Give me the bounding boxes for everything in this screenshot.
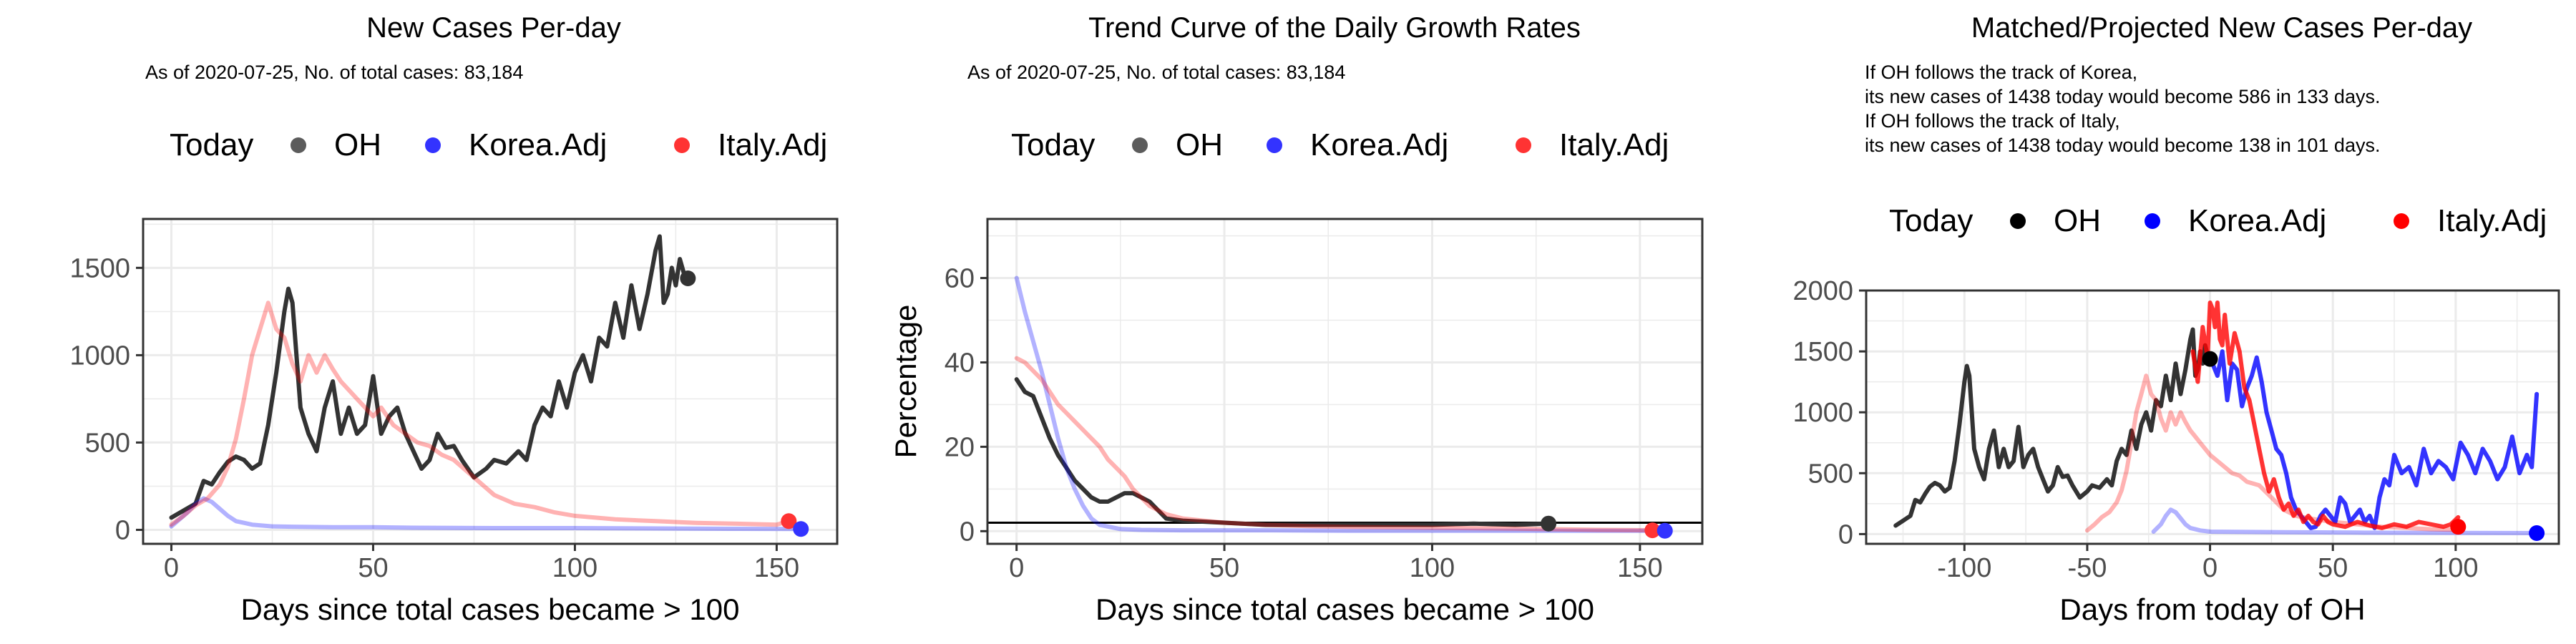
- today-point-oh: [680, 270, 696, 286]
- series-line-oh: [169, 234, 691, 520]
- series-line-oh: [1893, 327, 2212, 528]
- chart-subtitle: As of 2020-07-25, No. of total cases: 83…: [145, 62, 523, 83]
- today-point-italy-adj: [2450, 519, 2467, 535]
- chart-subtitle: As of 2020-07-25, No. of total cases: 83…: [967, 62, 1345, 83]
- series-line-italy-adj: [1014, 356, 1655, 533]
- legend-key-italy-adj: [674, 137, 690, 153]
- today-point-korea-adj: [1657, 522, 1673, 539]
- x-tick-label: 0: [164, 553, 179, 583]
- x-axis-label: Days since total cases became > 100: [241, 592, 740, 626]
- legend-title: Today: [170, 127, 253, 162]
- legend-label: Italy.Adj: [1559, 127, 1669, 162]
- chart-subtitle-line: If OH follows the track of Korea,: [1865, 62, 2137, 83]
- plot-area: [987, 219, 1702, 544]
- series-line-korea-adj: [1014, 275, 1667, 533]
- legend-title: Today: [1889, 203, 1973, 238]
- chart-panel-2: Trend Curve of the Daily Growth Rates As …: [889, 12, 1704, 626]
- y-tick-label: 1000: [69, 341, 130, 371]
- chart-subtitle-line: If OH follows the track of Italy,: [1865, 110, 2120, 132]
- chart-panel-1: New Cases Per-day As of 2020-07-25, No. o…: [69, 12, 839, 626]
- series-line-italy-adj: [169, 301, 791, 527]
- series-line-korea-adj: [169, 496, 804, 532]
- x-tick-label: 50: [2318, 553, 2348, 583]
- legend-key-korea-adj: [1267, 137, 1282, 153]
- series-line-korea-adj: [2207, 349, 2540, 530]
- x-tick-label: 100: [1410, 553, 1455, 583]
- x-tick-label: 100: [552, 553, 597, 583]
- panel-border: [1865, 289, 2560, 545]
- chart-title: New Cases Per-day: [366, 12, 621, 44]
- y-tick-label: 2000: [1792, 276, 1853, 306]
- series-line-oh: [1014, 377, 1551, 527]
- x-tick-label: 0: [2202, 553, 2218, 583]
- y-tick-label: 20: [945, 432, 975, 462]
- today-point-italy-adj: [781, 513, 797, 530]
- legend-label: OH: [1176, 127, 1223, 162]
- x-tick-label: 100: [2433, 553, 2478, 583]
- series-line-italy-adj: [2190, 301, 2461, 530]
- y-tick-label: 0: [115, 515, 130, 545]
- panel-border: [986, 218, 1704, 545]
- chart-panel-3: Matched/Projected New Cases Per-day If OH…: [1792, 12, 2560, 626]
- plot-area: [1866, 291, 2559, 544]
- x-tick-label: -100: [1937, 553, 1991, 583]
- x-tick-label: 150: [1617, 553, 1662, 583]
- y-tick-label: 1000: [1792, 398, 1853, 428]
- chart-title: Trend Curve of the Daily Growth Rates: [1088, 12, 1581, 44]
- y-tick-label: 60: [945, 264, 975, 294]
- legend-label: OH: [334, 127, 381, 162]
- y-axis-label: Percentage: [889, 305, 922, 459]
- legend-key-korea-adj: [2145, 213, 2160, 229]
- legend-key-oh: [1132, 137, 1148, 153]
- legend-label: OH: [2054, 203, 2101, 238]
- series-line-korea-adj-past: [2151, 507, 2540, 535]
- y-tick-label: 40: [945, 348, 975, 378]
- plot-area: [143, 219, 837, 544]
- today-point-italy-adj: [1644, 522, 1661, 539]
- today-point-oh: [1541, 515, 1557, 532]
- y-tick-label: 500: [85, 428, 130, 458]
- panel-border: [142, 218, 839, 545]
- chart-subtitle-line: its new cases of 1438 today would become…: [1865, 86, 2380, 107]
- y-tick-label: 0: [960, 517, 975, 547]
- x-axis-label: Days since total cases became > 100: [1096, 592, 1594, 626]
- x-tick-label: 50: [1209, 553, 1239, 583]
- legend-label: Korea.Adj: [2188, 203, 2326, 238]
- x-tick-label: 150: [754, 553, 799, 583]
- y-tick-label: 500: [1808, 459, 1853, 489]
- y-tick-label: 1500: [69, 253, 130, 283]
- x-tick-label: 50: [358, 553, 388, 583]
- x-axis-label: Days from today of OH: [2059, 592, 2365, 626]
- chart-subtitle-line: its new cases of 1438 today would become…: [1865, 135, 2380, 156]
- today-point-korea-adj: [2529, 525, 2545, 542]
- x-tick-label: -50: [2067, 553, 2107, 583]
- legend-title: Today: [1011, 127, 1095, 162]
- y-tick-label: 1500: [1792, 337, 1853, 367]
- legend-key-oh: [2010, 213, 2026, 229]
- legend-label: Italy.Adj: [718, 127, 827, 162]
- x-tick-label: 0: [1009, 553, 1024, 583]
- chart-title: Matched/Projected New Cases Per-day: [1971, 12, 2472, 44]
- legend-key-italy-adj: [2394, 213, 2409, 229]
- today-point-korea-adj: [793, 521, 809, 537]
- legend-key-korea-adj: [425, 137, 441, 153]
- legend-key-oh: [291, 137, 306, 153]
- legend-label: Italy.Adj: [2437, 203, 2547, 238]
- legend-label: Korea.Adj: [469, 127, 607, 162]
- legend-key-italy-adj: [1516, 137, 1531, 153]
- legend-label: Korea.Adj: [1310, 127, 1448, 162]
- today-point-oh: [2202, 351, 2218, 367]
- y-tick-label: 0: [1838, 519, 1853, 550]
